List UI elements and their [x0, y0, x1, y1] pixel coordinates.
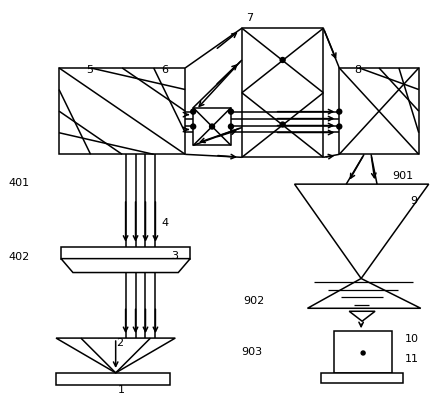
Text: 6: 6	[161, 65, 168, 74]
Text: 8: 8	[355, 65, 362, 74]
Text: 902: 902	[244, 295, 264, 305]
Text: 7: 7	[246, 13, 253, 22]
Text: 901: 901	[392, 171, 413, 181]
Text: 4: 4	[162, 218, 169, 228]
Polygon shape	[56, 338, 175, 373]
Circle shape	[191, 125, 196, 130]
Circle shape	[280, 123, 285, 128]
Bar	[193, 108, 231, 146]
Polygon shape	[349, 312, 375, 321]
Polygon shape	[307, 279, 421, 308]
Bar	[334, 331, 392, 373]
Text: 3: 3	[171, 250, 178, 260]
Circle shape	[228, 110, 233, 115]
Text: 11: 11	[405, 353, 418, 363]
Text: 402: 402	[8, 252, 30, 261]
Polygon shape	[294, 185, 429, 279]
Text: 903: 903	[241, 346, 262, 357]
Text: 9: 9	[410, 196, 417, 205]
Circle shape	[337, 110, 342, 115]
Text: 10: 10	[405, 334, 418, 344]
Text: 1: 1	[118, 384, 124, 394]
Circle shape	[337, 125, 342, 130]
Polygon shape	[59, 69, 185, 155]
Circle shape	[228, 125, 233, 130]
Bar	[322, 373, 403, 383]
Text: 5: 5	[87, 65, 94, 74]
Bar	[61, 247, 190, 259]
Circle shape	[210, 125, 215, 130]
Bar	[242, 29, 323, 158]
Circle shape	[280, 58, 285, 63]
Circle shape	[191, 110, 196, 115]
Polygon shape	[61, 259, 190, 273]
Text: 401: 401	[8, 177, 30, 187]
Circle shape	[361, 351, 365, 355]
Bar	[56, 373, 170, 385]
Text: 2: 2	[116, 338, 124, 348]
Polygon shape	[339, 69, 419, 155]
